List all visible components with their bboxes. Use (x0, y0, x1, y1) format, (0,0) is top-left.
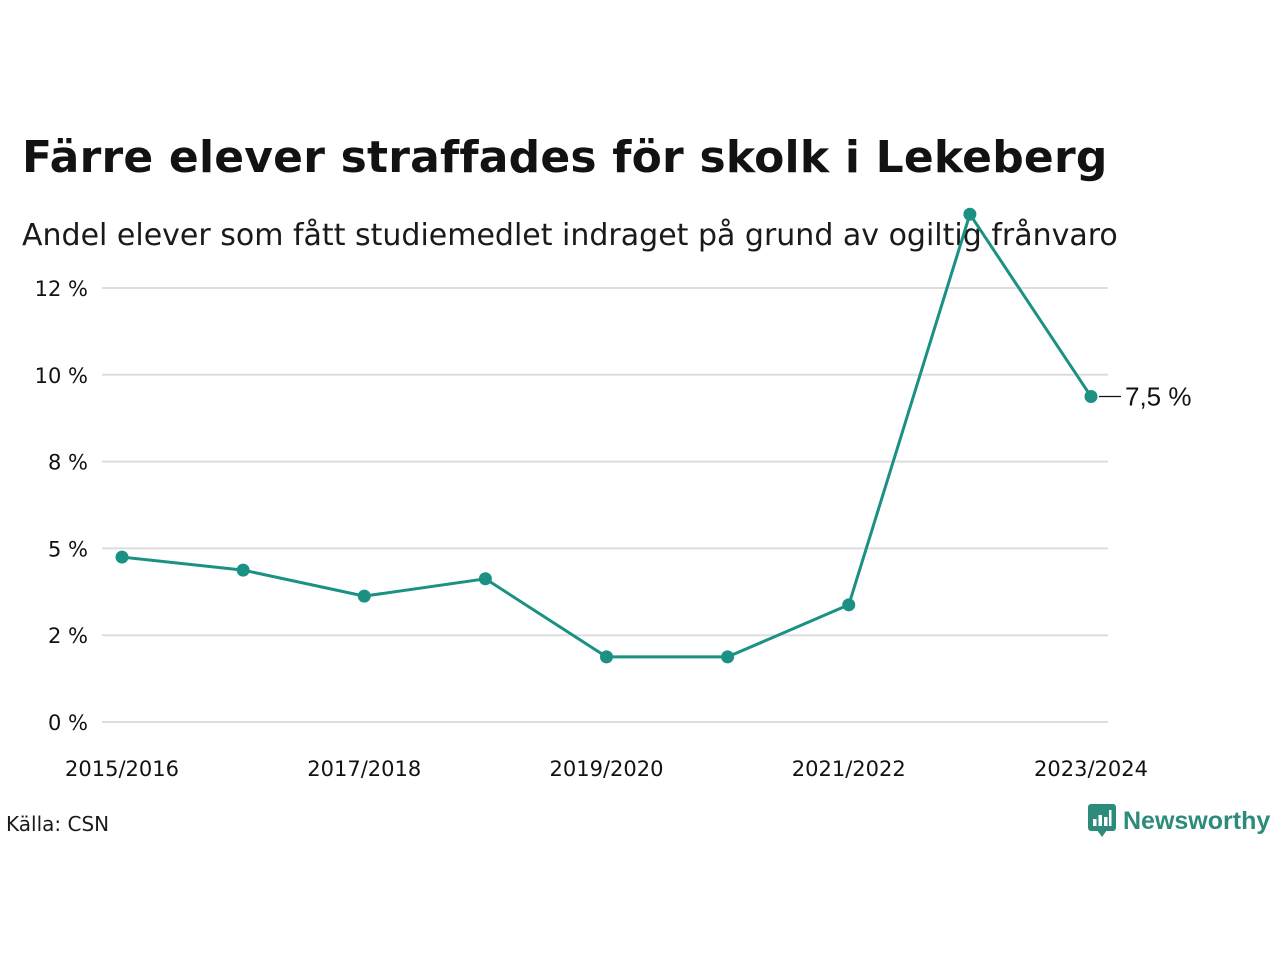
y-tick-label: 10 % (35, 364, 88, 388)
y-tick-label: 12 % (35, 277, 88, 301)
brand-name: Newsworthy (1123, 806, 1271, 835)
y-axis-tick-labels: 0 % 2 % 5 % 8 % 10 % 12 % (35, 277, 88, 735)
source-note: Källa: CSN (6, 812, 110, 836)
series-line-group (115, 207, 1098, 664)
data-point (1084, 390, 1098, 403)
data-point (236, 563, 250, 577)
x-tick-label: 2017/2018 (307, 757, 421, 781)
data-point (721, 650, 735, 664)
brand-logo: Newsworthy (1088, 804, 1270, 838)
data-point (357, 589, 371, 603)
end-value-label: 7,5 % (1125, 382, 1192, 412)
newsworthy-logo-icon (1088, 804, 1116, 837)
x-tick-label: 2019/2020 (550, 757, 664, 781)
y-tick-label: 8 % (48, 451, 88, 475)
y-tick-label: 2 % (48, 624, 88, 648)
data-point (115, 550, 129, 564)
data-point (478, 572, 492, 586)
data-point (600, 650, 613, 664)
y-tick-label: 5 % (48, 537, 88, 561)
x-axis-tick-labels: 2015/2016 2017/2018 2019/2020 2021/2022 2023… (65, 757, 1148, 781)
data-point (842, 598, 856, 612)
x-tick-label: 2021/2022 (792, 757, 906, 781)
series-line (121, 212, 1093, 659)
chart-title: Färre elever straffades för skolk i Leke… (22, 132, 1108, 183)
end-annotation: 7,5 % (1099, 382, 1192, 412)
y-tick-label: 0 % (48, 711, 88, 735)
gridlines (102, 287, 1108, 723)
x-tick-label: 2023/2024 (1034, 757, 1148, 781)
x-tick-label: 2015/2016 (65, 757, 179, 781)
data-point (963, 207, 977, 221)
chart-subtitle: Andel elever som fått studiemedlet indra… (22, 218, 1118, 253)
